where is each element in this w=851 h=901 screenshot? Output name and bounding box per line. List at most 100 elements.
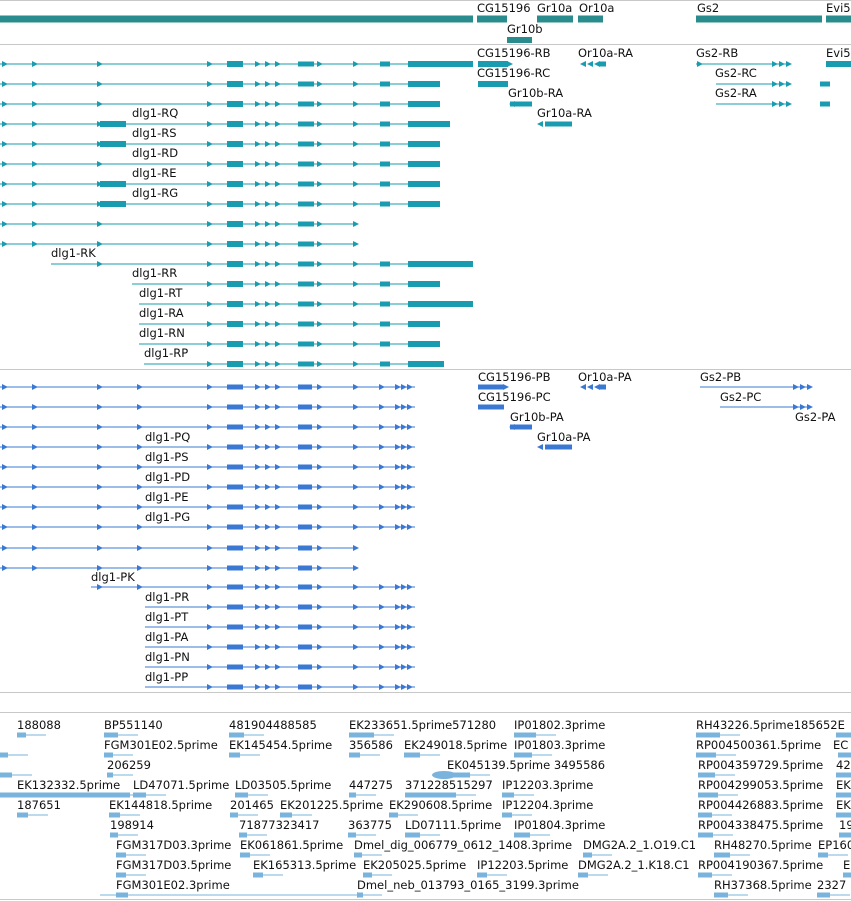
transcript-label[interactable]: dlg1-RT — [139, 286, 183, 300]
transcript-label[interactable]: Gs2-RC — [715, 66, 757, 80]
transcript-label[interactable]: dlg1-RQ — [132, 106, 179, 120]
est-label[interactable]: EK249018.5prime — [404, 738, 508, 752]
transcript-label[interactable]: Gs2-RB — [696, 46, 739, 60]
transcript-label[interactable]: CG15196-RB — [477, 46, 551, 60]
protein-label[interactable]: Gr10a-PA — [537, 430, 591, 444]
est-label[interactable]: IP12204.3prime — [502, 798, 594, 812]
gene-label-gr10b[interactable]: Gr10b — [507, 22, 543, 36]
transcript-label[interactable]: Or10a-RA — [578, 46, 634, 60]
transcript-label[interactable]: dlg1-RK — [51, 246, 96, 260]
est-label[interactable]: BP551140 — [104, 718, 163, 732]
est-label[interactable]: 187651 — [17, 798, 61, 812]
est-label[interactable]: RH43226.5prime185652E — [696, 718, 845, 732]
est-label[interactable]: FGM317D03.5prime — [116, 858, 232, 872]
est-label[interactable]: EK061861.5prime — [240, 838, 344, 852]
est-label[interactable]: EK145454.5prime — [229, 738, 333, 752]
est-label[interactable]: EK144818.5prime — [109, 798, 213, 812]
protein-label[interactable]: Gs2-PC — [720, 390, 762, 404]
est-label[interactable]: LD07111.5prime — [405, 818, 502, 832]
transcript-label[interactable]: dlg1-RE — [132, 166, 177, 180]
gene-label-evi5[interactable]: Evi5 — [826, 1, 851, 15]
est-label[interactable]: IP12203.5prime — [477, 858, 569, 872]
transcript-label[interactable]: dlg1-RG — [132, 186, 179, 200]
est-label[interactable]: EP160 — [818, 838, 851, 852]
est-label[interactable]: FGM301E02.3prime — [116, 878, 230, 892]
est-label[interactable]: EK — [836, 778, 851, 792]
est-label[interactable]: EK — [836, 798, 851, 812]
est-label[interactable]: IP01802.3prime — [514, 718, 606, 732]
est-label[interactable]: RP004359729.5prime — [698, 758, 824, 772]
transcript-label[interactable]: dlg1-RD — [132, 146, 179, 160]
est-label[interactable]: RP004190367.5prime — [698, 858, 824, 872]
est-label[interactable]: 481904488585 — [229, 718, 317, 732]
transcript-label[interactable]: dlg1-RR — [132, 266, 178, 280]
transcript-label[interactable]: Gs2-RA — [715, 86, 757, 100]
est-label[interactable]: RH37368.5prime — [714, 878, 812, 892]
est-label[interactable]: 371228515297 — [405, 778, 493, 792]
est-label[interactable]: EK132332.5prime — [17, 778, 121, 792]
est-label[interactable]: 356586 — [349, 738, 393, 752]
transcript-label[interactable]: Gr10a-RA — [537, 106, 592, 120]
est-label[interactable]: LD47071.5prime — [133, 778, 230, 792]
est-label[interactable]: IP12203.3prime — [502, 778, 594, 792]
protein-label[interactable]: dlg1-PQ — [145, 430, 191, 444]
est-label[interactable]: 201465 — [230, 798, 274, 812]
protein-label[interactable]: Gs2-PB — [700, 370, 742, 384]
protein-label[interactable]: CG15196-PB — [478, 370, 551, 384]
est-label[interactable]: DMG2A.2_1.K18.C1 — [578, 858, 690, 872]
est-label[interactable]: IP01804.3prime — [514, 818, 606, 832]
gene-label-gs2[interactable]: Gs2 — [697, 1, 720, 15]
est-label[interactable]: Dmel_neb_013793_0165_3199.3prime — [357, 878, 579, 892]
est-label[interactable]: FGM317D03.3prime — [116, 838, 232, 852]
est-label[interactable]: FGM301E02.5prime — [104, 738, 218, 752]
est-label[interactable]: LD03505.5prime — [235, 778, 332, 792]
est-label[interactable]: 363775 — [348, 818, 392, 832]
est-label[interactable]: RP004426883.5prime — [698, 798, 824, 812]
transcript-label[interactable]: dlg1-RA — [139, 306, 184, 320]
est-label[interactable]: EK165313.5prime — [253, 858, 357, 872]
est-label[interactable]: EK201225.5prime — [280, 798, 384, 812]
est-label[interactable]: E — [843, 858, 851, 872]
protein-label[interactable]: dlg1-PK — [91, 570, 135, 584]
est-label[interactable]: EK290608.5prime — [389, 798, 493, 812]
est-label[interactable]: DMG2A.2_1.O19.C1 — [583, 838, 697, 852]
est-label[interactable]: RP004299053.5prime — [698, 778, 824, 792]
est-label[interactable]: EK045139.5prime 3495586 — [447, 758, 606, 772]
est-label[interactable]: Dmel_dig_006779_0612_1408.3prime — [354, 838, 573, 852]
transcript-label[interactable]: Gr10b-RA — [508, 86, 564, 100]
protein-label[interactable]: Or10a-PA — [578, 370, 632, 384]
protein-label[interactable]: dlg1-PT — [145, 610, 189, 624]
est-label[interactable]: IP01803.3prime — [514, 738, 606, 752]
protein-label[interactable]: dlg1-PE — [145, 490, 189, 504]
est-label[interactable]: 188088 — [17, 718, 61, 732]
protein-label[interactable]: dlg1-PD — [145, 470, 191, 484]
protein-label[interactable]: dlg1-PN — [145, 650, 190, 664]
est-label[interactable]: EK205025.5prime — [363, 858, 467, 872]
protein-label[interactable]: dlg1-PP — [145, 670, 189, 684]
protein-label[interactable]: Gr10b-PA — [510, 410, 564, 424]
est-label[interactable]: EC — [833, 738, 849, 752]
est-label[interactable]: EK233651.5prime571280 — [349, 718, 497, 732]
gene-label-or10a[interactable]: Or10a — [579, 1, 615, 15]
est-label[interactable]: 19 — [839, 818, 851, 832]
transcript-label[interactable]: CG15196-RC — [477, 66, 551, 80]
gene-label-cg15196[interactable]: CG15196 — [477, 1, 531, 15]
est-label[interactable]: 42 — [836, 758, 851, 772]
est-label[interactable]: RH48270.5prime — [714, 838, 812, 852]
transcript-label[interactable]: dlg1-RS — [132, 126, 177, 140]
est-label[interactable]: 447275 — [349, 778, 393, 792]
protein-label[interactable]: Gs2-PA — [795, 410, 836, 424]
est-label[interactable]: 2327 — [817, 878, 847, 892]
protein-label[interactable]: dlg1-PA — [145, 630, 189, 644]
est-label[interactable]: 206259 — [107, 758, 151, 772]
transcript-label[interactable]: Evi5 — [826, 46, 851, 60]
est-label[interactable]: 71877323417 — [239, 818, 320, 832]
transcript-label[interactable]: dlg1-RN — [139, 326, 185, 340]
protein-label[interactable]: CG15196-PC — [478, 390, 551, 404]
protein-label[interactable]: dlg1-PG — [145, 510, 191, 524]
est-label[interactable]: 198914 — [110, 818, 154, 832]
protein-label[interactable]: dlg1-PR — [145, 590, 190, 604]
gene-label-gr10a[interactable]: Gr10a — [537, 1, 573, 15]
protein-label[interactable]: dlg1-PS — [145, 450, 189, 464]
est-label[interactable]: RP004500361.5prime — [696, 738, 822, 752]
